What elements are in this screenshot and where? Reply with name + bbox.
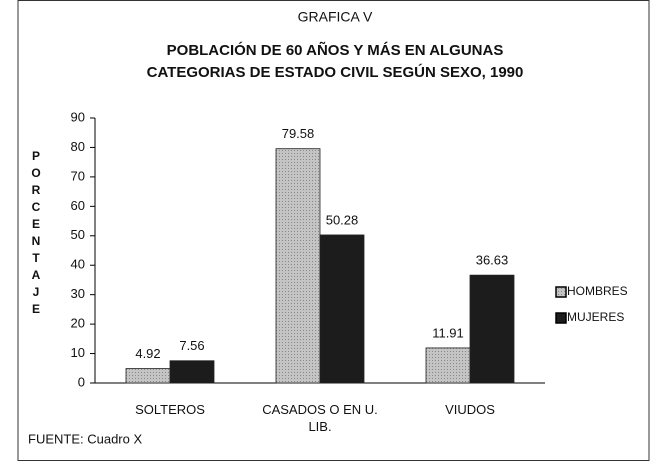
x-tick-label: SOLTEROS xyxy=(135,402,205,417)
chart-subtitle: CATEGORIAS DE ESTADO CIVIL SEGÚN SEXO, 1… xyxy=(147,63,524,81)
y-tick-label: 80 xyxy=(71,139,85,154)
y-tick-label: 10 xyxy=(71,345,85,360)
data-label: 36.63 xyxy=(476,253,509,268)
y-tick-label: 70 xyxy=(71,168,85,183)
y-tick-label: 50 xyxy=(71,227,85,242)
legend-label: HOMBRES xyxy=(567,284,628,298)
data-label: 4.92 xyxy=(135,346,160,361)
bar xyxy=(425,347,471,384)
bar xyxy=(275,148,321,384)
x-tick-label: VIUDOS xyxy=(445,402,495,417)
bar xyxy=(319,234,365,384)
chart-subtitle: POBLACIÓN DE 60 AÑOS Y MÁS EN ALGUNAS xyxy=(167,41,504,59)
data-label: 11.91 xyxy=(432,325,464,340)
y-tick-label: 60 xyxy=(71,198,85,213)
y-tick-label: 0 xyxy=(78,374,85,389)
bar xyxy=(469,274,515,384)
y-tick-label: 40 xyxy=(71,257,85,272)
bar xyxy=(169,360,215,384)
chart-title: GRAFICA V xyxy=(298,9,373,25)
y-tick-label: 90 xyxy=(71,109,85,124)
data-label: 79.58 xyxy=(282,126,315,141)
legend-swatch xyxy=(555,312,567,324)
data-label: 7.56 xyxy=(179,338,204,353)
bar xyxy=(125,368,171,384)
frame xyxy=(17,0,650,461)
source-note: FUENTE: Cuadro X xyxy=(28,431,142,446)
legend-label: MUJERES xyxy=(567,310,624,324)
data-label: 50.28 xyxy=(326,212,359,227)
y-tick-label: 30 xyxy=(71,286,85,301)
y-tick-label: 20 xyxy=(71,316,85,331)
legend-swatch xyxy=(555,286,567,298)
x-tick-label: CASADOS O EN U. LIB. xyxy=(262,402,378,434)
